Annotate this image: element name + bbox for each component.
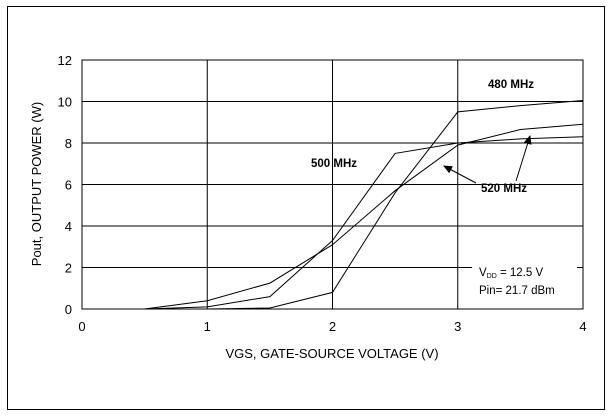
x-tick-label: 1 [204,319,211,334]
x-tick-labels: 0 1 2 3 4 [78,319,586,334]
conditions-box-bg [472,260,577,300]
plot-area-border [81,59,584,310]
series-line-480-mhz [144,100,584,310]
y-tick-label: 10 [58,95,72,110]
y-tick-label: 2 [65,261,72,276]
condition-vdd: VDD = 12.5 V [479,267,543,280]
y-tick-label: 4 [65,219,72,234]
x-tick-label: 0 [78,319,85,334]
y-tick-label: 8 [65,136,72,151]
y-tick-labels: 0 2 4 6 8 10 12 [58,53,72,317]
condition-pin: Pin= 21.7 dBm [479,285,555,297]
x-tick-label: 3 [454,319,461,334]
figure-frame [7,6,605,410]
series-lines [144,100,584,310]
annotation-500-mhz: 500 MHz [311,158,357,170]
annotation-480-mhz: 480 MHz [488,79,534,91]
series-line-520-mhz [144,123,584,310]
y-axis-label: Pout, OUTPUT POWER (W) [29,102,44,266]
y-tick-label: 6 [65,178,72,193]
y-tick-label: 12 [58,53,72,68]
x-axis-label: VGS, GATE-SOURCE VOLTAGE (V) [225,346,438,361]
annotation-arrow-up [515,135,532,182]
y-tick-label: 0 [65,302,72,317]
x-tick-label: 4 [579,319,586,334]
annotation-520-mhz: 520 MHz [481,183,527,195]
annotation-arrow-left [443,165,477,184]
x-tick-label: 2 [329,319,336,334]
series-line-500-mhz [144,136,584,310]
